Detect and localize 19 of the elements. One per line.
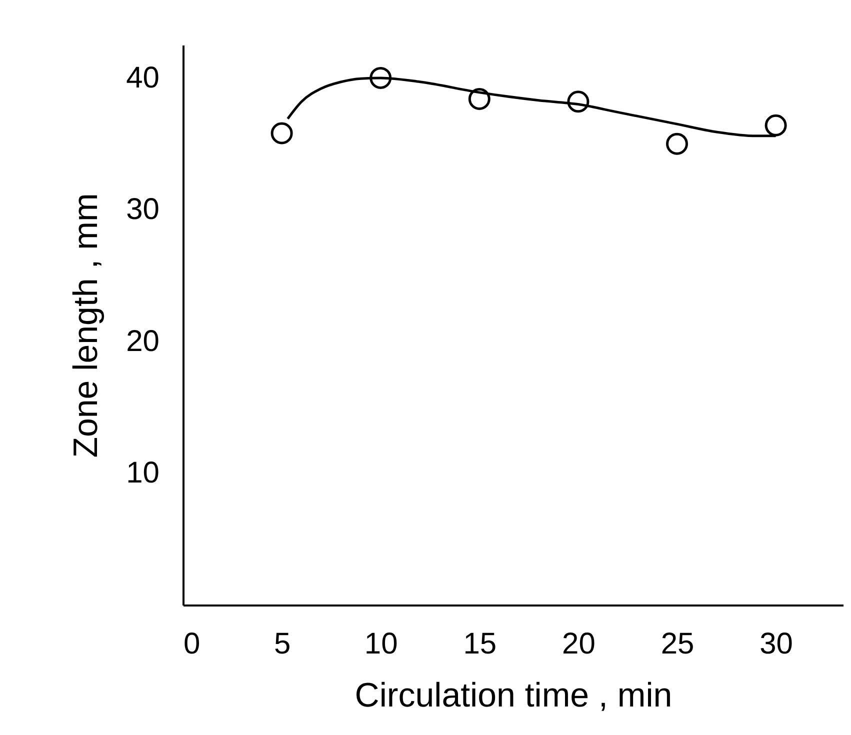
y-tick-label: 20 bbox=[126, 324, 160, 358]
point bbox=[666, 132, 688, 155]
y-tick-label: 30 bbox=[126, 193, 160, 226]
y-tick-label: 40 bbox=[126, 61, 160, 94]
point bbox=[270, 122, 293, 144]
x-tick-label: 25 bbox=[660, 628, 694, 660]
point bbox=[468, 88, 490, 110]
x-tick-label: 30 bbox=[760, 628, 793, 660]
x-tick-label: 20 bbox=[562, 628, 596, 660]
y-axis-title: Zone length , mm bbox=[67, 193, 106, 458]
point bbox=[567, 90, 590, 113]
x-tick-label: 10 bbox=[364, 628, 398, 660]
x-tick-label: 5 bbox=[274, 628, 291, 660]
x-tick-label: 0 bbox=[184, 628, 200, 660]
x-tick-label: 15 bbox=[463, 628, 497, 660]
y-tick-label: 10 bbox=[126, 456, 160, 490]
point bbox=[370, 66, 392, 89]
point bbox=[764, 114, 787, 136]
x-axis-title: Circulation time , min bbox=[354, 676, 672, 714]
